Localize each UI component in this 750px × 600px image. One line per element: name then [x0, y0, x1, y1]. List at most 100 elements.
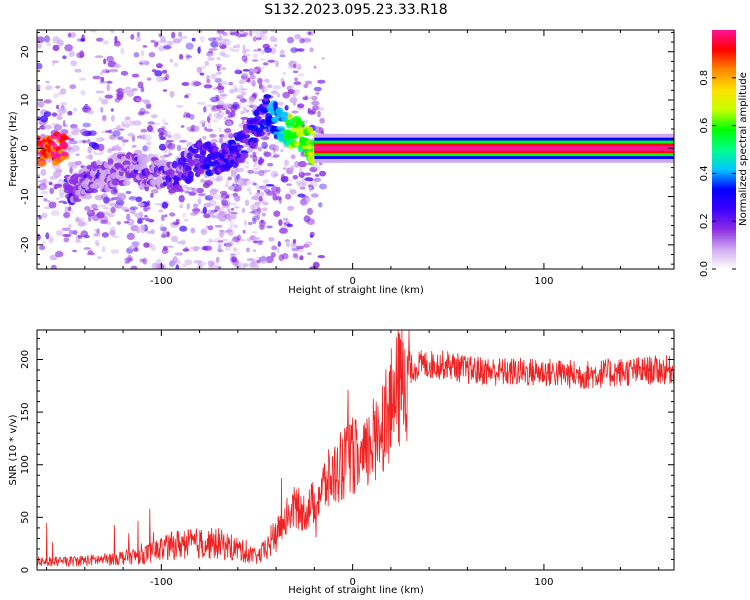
heatmap-blob	[249, 154, 253, 159]
heatmap-blob	[192, 207, 200, 215]
heatmap-blob	[266, 225, 273, 229]
heatmap-blob	[295, 249, 304, 252]
heatmap-blob	[207, 97, 214, 100]
heatmap-blob	[137, 111, 144, 116]
heatmap-blob	[219, 213, 227, 219]
heatmap-blob	[101, 246, 106, 253]
heatmap-blob	[280, 149, 284, 153]
heatmap-blob	[94, 55, 104, 59]
heatmap-blob	[222, 202, 230, 209]
heatmap-blob	[126, 213, 131, 221]
heatmap-blob	[158, 133, 164, 138]
x-tick-label: -100	[150, 577, 173, 588]
heatmap-blob	[294, 34, 302, 40]
heatmap-blob	[305, 196, 311, 203]
heatmap-blob	[276, 93, 280, 98]
heatmap-blob	[141, 134, 146, 140]
heatmap-blob	[307, 110, 316, 115]
heatmap-blob	[256, 259, 261, 264]
heatmap-blob	[263, 188, 271, 194]
heatmap-blob	[57, 178, 65, 186]
heatmap-blob	[287, 205, 295, 211]
heatmap-blob	[256, 130, 265, 137]
heatmap-blob	[210, 73, 217, 80]
heatmap-blob	[173, 176, 182, 182]
heatmap-blob	[278, 219, 283, 227]
heatmap-blob	[225, 109, 229, 115]
heatmap-blob	[116, 93, 124, 101]
heatmap-blob	[161, 214, 165, 222]
heatmap-blob	[185, 42, 194, 50]
heatmap-blob	[307, 252, 312, 255]
heatmap-blob	[96, 37, 104, 42]
heatmap-blob	[108, 202, 116, 207]
heatmap-blob	[281, 111, 289, 116]
heatmap-blob	[212, 189, 219, 193]
heatmap-blob	[218, 137, 224, 144]
heatmap-blob	[294, 160, 300, 168]
heatmap-blob	[279, 227, 288, 234]
heatmap-blob	[273, 37, 278, 43]
heatmap-blob	[308, 31, 312, 35]
heatmap-blob	[252, 167, 261, 171]
heatmap-blob	[250, 195, 258, 201]
heatmap-blob	[57, 113, 63, 118]
heatmap-blob	[307, 207, 313, 215]
heatmap-blob	[297, 103, 305, 109]
heatmap-blob	[176, 240, 186, 245]
heatmap-blob	[142, 257, 147, 265]
heatmap-blob	[210, 96, 219, 103]
heatmap-blob	[279, 54, 286, 58]
heatmap-blob	[230, 238, 234, 245]
heatmap-blob	[37, 62, 43, 70]
heatmap-blob	[281, 253, 289, 260]
heatmap-blob	[208, 48, 218, 51]
heatmap-blob	[289, 62, 293, 69]
heatmap-blob	[200, 228, 208, 235]
colorbar-gradient	[712, 30, 736, 269]
heatmap-blob	[251, 137, 259, 144]
heatmap-blob	[243, 53, 251, 57]
heatmap-blob	[102, 207, 110, 210]
heatmap-blob	[317, 255, 326, 259]
heatmap-blob	[291, 110, 299, 114]
heatmap-blob	[199, 120, 207, 125]
heatmap-blob	[262, 201, 269, 206]
heatmap-blob	[218, 107, 222, 113]
spectrogram-xlabel: Height of straight line (km)	[288, 285, 424, 296]
heatmap-blob	[167, 134, 172, 139]
heatmap-blob	[82, 122, 91, 128]
heatmap-blob	[222, 238, 229, 242]
heatmap-blob	[183, 111, 188, 118]
heatmap-blob	[184, 259, 193, 266]
heatmap-blob	[222, 31, 228, 36]
heatmap-blob	[319, 183, 327, 190]
heatmap-blob	[78, 139, 82, 144]
heatmap-blob	[240, 88, 248, 91]
heatmap-blob	[146, 77, 152, 81]
heatmap-blob	[213, 36, 220, 42]
heatmap-blob	[217, 87, 225, 94]
heatmap-blob	[232, 236, 240, 243]
heatmap-blob	[69, 84, 77, 90]
heatmap-blob	[167, 149, 172, 154]
heatmap-blob	[227, 176, 232, 181]
heatmap-blob	[120, 70, 129, 76]
heatmap-blob	[140, 128, 148, 133]
heatmap-blob	[208, 265, 214, 269]
heatmap-blob	[164, 122, 169, 125]
heatmap-blob	[254, 201, 260, 205]
heatmap-blob	[244, 165, 250, 169]
heatmap-blob	[239, 238, 246, 242]
heatmap-blob	[103, 211, 111, 216]
heatmap-blob	[186, 203, 190, 210]
heatmap-blob	[91, 204, 98, 209]
heatmap-blob	[137, 202, 145, 207]
heatmap-blob	[61, 227, 71, 231]
heatmap-blob	[239, 79, 245, 85]
heatmap-blob	[182, 248, 190, 252]
heatmap-blob	[295, 180, 302, 186]
heatmap-blob	[104, 94, 114, 99]
heatmap-blob	[188, 191, 196, 196]
